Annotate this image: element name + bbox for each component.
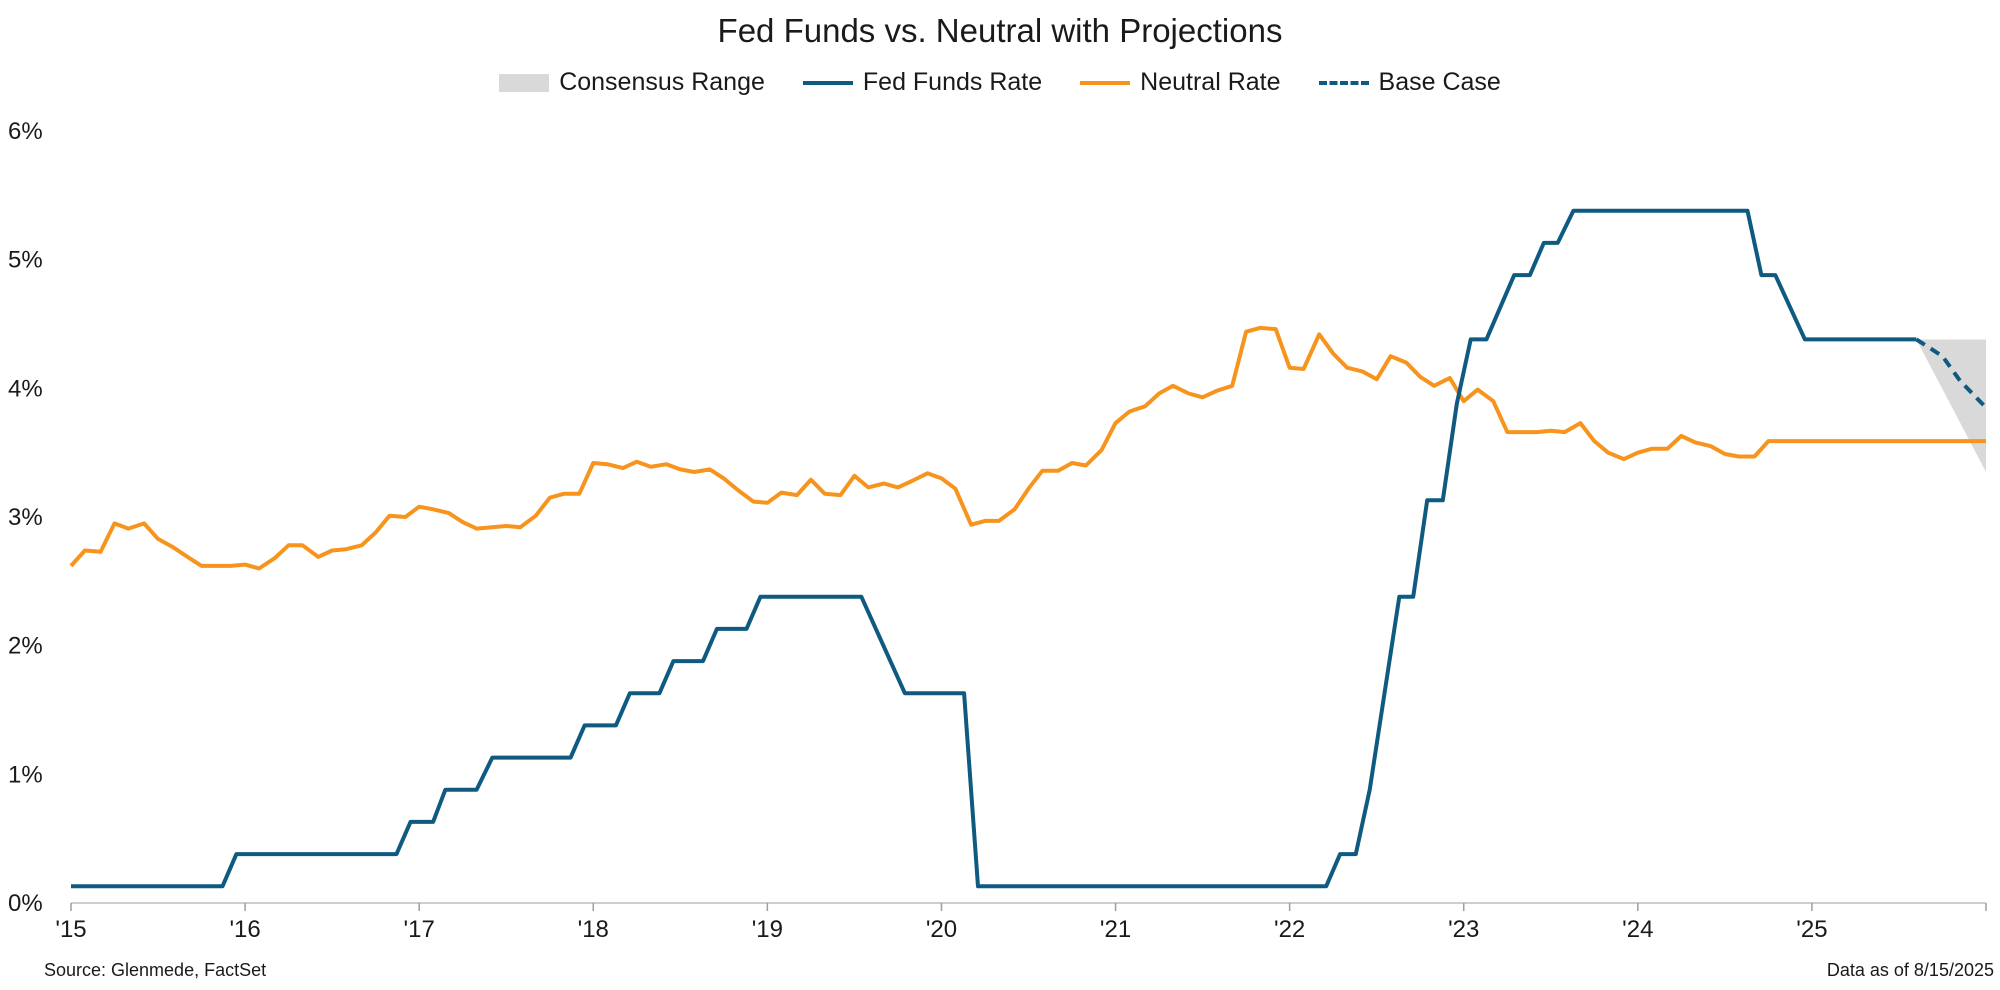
source-note: Source: Glenmede, FactSet	[44, 960, 267, 980]
y-tick-label: 5%	[8, 247, 43, 274]
neutral-rate-line	[69, 325, 1986, 571]
legend-swatch-base-case	[1318, 80, 1369, 85]
legend-label-base-case: Base Case	[1378, 68, 1501, 96]
y-tick-label: 3%	[8, 504, 43, 531]
x-tick-label: '22	[1274, 916, 1305, 943]
legend-item-neutral-rate: Neutral Rate	[1080, 68, 1281, 97]
x-tick-label: '16	[229, 916, 260, 943]
legend-swatch-fed-funds-rate	[802, 80, 853, 85]
legend-swatch-neutral-rate	[1080, 80, 1131, 85]
y-tick-label: 0%	[8, 890, 43, 917]
x-tick-label: '19	[752, 916, 783, 943]
y-tick-label: 4%	[8, 375, 43, 402]
data-date-note: Data as of 8/15/2025	[1826, 960, 1994, 980]
consensus-range-band	[1916, 339, 1986, 472]
y-tick-label: 1%	[8, 761, 43, 788]
legend-swatch-consensus-range	[499, 73, 550, 92]
x-tick-label: '17	[404, 916, 435, 943]
x-tick-label: '20	[926, 916, 957, 943]
x-tick-label: '23	[1448, 916, 1479, 943]
legend-item-fed-funds-rate: Fed Funds Rate	[802, 68, 1043, 97]
chart-title: Fed Funds vs. Neutral with Projections	[717, 12, 1283, 49]
y-tick-label: 2%	[8, 633, 43, 660]
legend-label-fed-funds-rate: Fed Funds Rate	[862, 68, 1043, 96]
legend-item-base-case: Base Case	[1318, 68, 1501, 97]
x-tick-label: '21	[1100, 916, 1131, 943]
x-tick-label: '15	[55, 916, 86, 943]
chart-legend: Consensus Range Fed Funds Rate Neutral R…	[0, 68, 2000, 97]
y-tick-label: 6%	[8, 118, 43, 145]
legend-label-neutral-rate: Neutral Rate	[1140, 68, 1281, 96]
x-tick-label: '24	[1622, 916, 1653, 943]
fed-funds-rate-line	[71, 208, 1917, 889]
legend-label-consensus-range: Consensus Range	[559, 68, 765, 96]
legend-item-consensus-range: Consensus Range	[499, 68, 765, 97]
x-tick-label: '18	[578, 916, 609, 943]
x-tick-label: '25	[1796, 916, 1827, 943]
